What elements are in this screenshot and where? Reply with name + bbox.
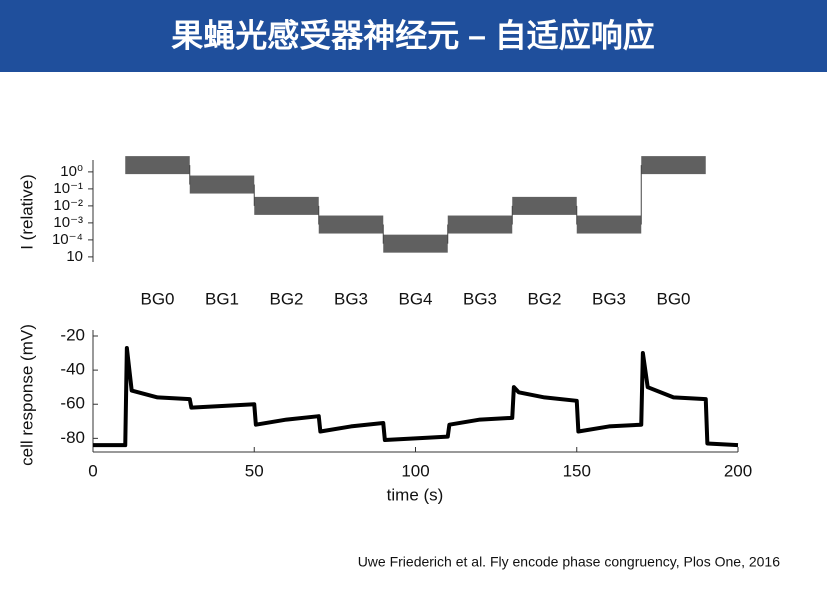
x-tick-label: 150	[563, 461, 591, 480]
intensity-band	[254, 196, 319, 215]
x-tick-label: 200	[724, 461, 752, 480]
segment-label: BG4	[398, 289, 432, 308]
intensity-band	[641, 156, 706, 175]
y-tick-label: 10⁻⁴	[52, 231, 83, 248]
response-line	[93, 345, 739, 448]
y-axis-label: I (relative)	[17, 174, 36, 250]
slide-title: 果蝇光感受器神经元 – 自适应响应	[171, 17, 655, 53]
segment-label: BG3	[463, 289, 497, 308]
x-tick-label: 100	[401, 461, 429, 480]
x-tick-label: 50	[245, 461, 264, 480]
segment-label: BG2	[527, 289, 561, 308]
y-tick-label: 10⁻²	[53, 197, 83, 214]
segment-label: BG2	[269, 289, 303, 308]
segment-label: BG0	[140, 289, 174, 308]
intensity-band	[447, 215, 513, 234]
y-tick-label: -80	[60, 428, 85, 447]
segment-label: BG3	[334, 289, 368, 308]
y-tick-label: 10	[66, 248, 83, 265]
citation: Uwe Friederich et al. Fly encode phase c…	[358, 554, 781, 570]
segment-label: BG3	[592, 289, 626, 308]
intensity-band	[318, 215, 384, 234]
x-axis-label: time (s)	[387, 485, 444, 504]
segment-label: BG0	[656, 289, 690, 308]
y-tick-label: 10⁰	[60, 163, 83, 180]
y-tick-label: -40	[60, 360, 85, 379]
segment-label: BG1	[205, 289, 239, 308]
y-tick-label: 10⁻¹	[53, 180, 83, 197]
intensity-band	[576, 215, 642, 234]
y-tick-label: -60	[60, 394, 85, 413]
y-tick-label: -20	[60, 325, 85, 344]
intensity-band	[125, 156, 190, 175]
y-tick-label: 10⁻³	[53, 214, 83, 231]
intensity-band	[383, 234, 448, 253]
title-bar	[0, 0, 827, 72]
y-axis-label: cell response (mV)	[17, 324, 36, 466]
intensity-band	[512, 196, 577, 215]
x-tick-label: 0	[88, 461, 97, 480]
intensity-band	[189, 175, 255, 194]
